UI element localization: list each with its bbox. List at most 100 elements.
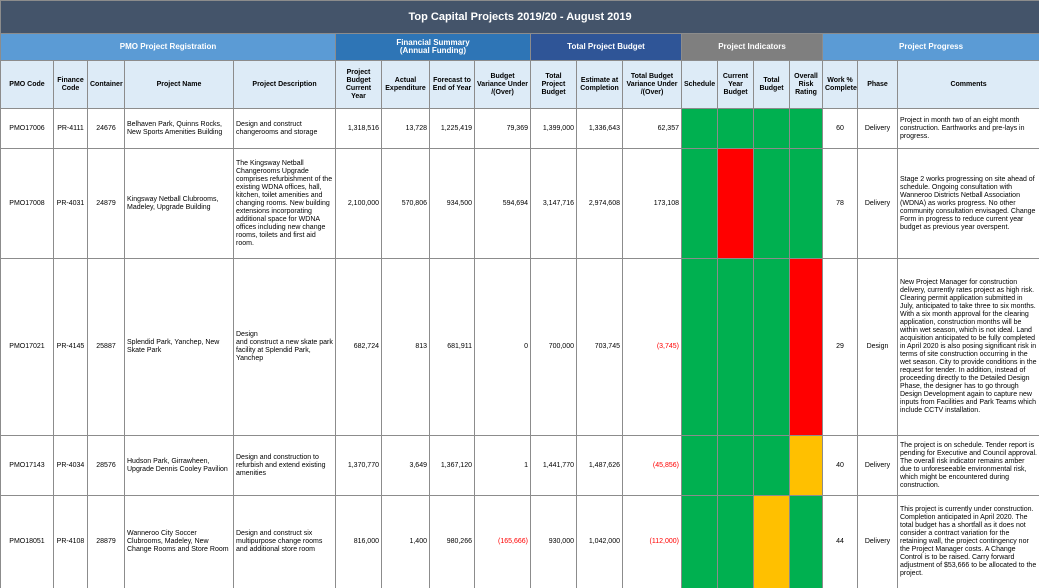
table-cell: 13,728 — [381, 108, 430, 149]
table-cell: Kingsway Netball Clubrooms, Madeley, Upg… — [124, 148, 234, 259]
table-cell: 1,318,516 — [335, 108, 382, 149]
indicator-cell — [681, 108, 718, 149]
column-header: Phase — [857, 60, 898, 109]
table-cell: Design and construct a new skate park fa… — [233, 258, 336, 436]
group-header: Financial Summary (Annual Funding) — [335, 33, 531, 61]
table-cell: 1,370,770 — [335, 435, 382, 496]
column-header: Total Budget — [753, 60, 790, 109]
column-header: Total Project Budget — [530, 60, 577, 109]
table-cell: PR-4111 — [53, 108, 88, 149]
indicator-cell — [753, 258, 790, 436]
column-header: Work % Complete — [822, 60, 858, 109]
table-cell: 1,336,643 — [576, 108, 623, 149]
table-cell: 3,147,716 — [530, 148, 577, 259]
table-cell: 594,694 — [474, 148, 531, 259]
column-header: Schedule — [681, 60, 718, 109]
indicator-cell — [789, 148, 823, 259]
column-header: Project Description — [233, 60, 336, 109]
indicator-cell — [681, 495, 718, 588]
table-row: PMO17008 PR-4031 24879 Kingsway Netball Clu… — [0, 148, 1039, 259]
table-cell: 173,108 — [622, 148, 682, 259]
column-header: Current Year Budget — [717, 60, 754, 109]
table-cell: 1,042,000 — [576, 495, 623, 588]
table-cell: The Kingsway Netball Changerooms Upgrade… — [233, 148, 336, 259]
table-cell: 79,369 — [474, 108, 531, 149]
table-cell: 930,000 — [530, 495, 577, 588]
table-cell: Design and construct changerooms and sto… — [233, 108, 336, 149]
table-cell: 28879 — [87, 495, 125, 588]
table-cell: The project is on schedule. Tender repor… — [896, 435, 1039, 496]
table-cell: 816,000 — [335, 495, 382, 588]
table-cell: 2,974,608 — [576, 148, 623, 259]
indicator-cell — [753, 148, 790, 259]
column-header: Overall Risk Rating — [789, 60, 823, 109]
table-cell: 700,000 — [530, 258, 577, 436]
indicator-cell — [753, 435, 790, 496]
table-cell: 3,649 — [381, 435, 430, 496]
table-title: Top Capital Projects 2019/20 - August 20… — [0, 0, 1039, 34]
table-cell: PMO17006 — [0, 108, 54, 149]
column-header: Container — [87, 60, 125, 109]
table-cell: 24676 — [87, 108, 125, 149]
table-cell: 1 — [474, 435, 531, 496]
table-cell: Wanneroo City Soccer Clubrooms, Madeley,… — [124, 495, 234, 588]
table-cell: 25887 — [87, 258, 125, 436]
table-cell: Design — [857, 258, 898, 436]
table-cell: (165,666) — [474, 495, 531, 588]
table-cell: PR-4034 — [53, 435, 88, 496]
group-header: PMO Project Registration — [0, 33, 336, 61]
table-cell: PMO17008 — [0, 148, 54, 259]
column-header: Forecast to End of Year — [429, 60, 475, 109]
table-cell: Delivery — [857, 148, 898, 259]
table-cell: (45,856) — [622, 435, 682, 496]
table-row: PMO18051 PR-4108 28879 Wanneroo City Soccer… — [0, 495, 1039, 588]
indicator-cell — [717, 148, 754, 259]
table-cell: Delivery — [857, 495, 898, 588]
indicator-cell — [717, 108, 754, 149]
table-cell: 44 — [822, 495, 858, 588]
table-cell: Design and construct six multipurpose ch… — [233, 495, 336, 588]
table-cell: PMO17021 — [0, 258, 54, 436]
indicator-cell — [789, 258, 823, 436]
table-cell: 1,225,419 — [429, 108, 475, 149]
table-cell: Belhaven Park, Quinns Rocks, New Sports … — [124, 108, 234, 149]
column-header: Project Budget Current Year — [335, 60, 382, 109]
table-cell: (3,745) — [622, 258, 682, 436]
table-cell: 40 — [822, 435, 858, 496]
indicator-cell — [681, 148, 718, 259]
table-cell: This project is currently under construc… — [896, 495, 1039, 588]
indicator-cell — [789, 495, 823, 588]
table-cell: 682,724 — [335, 258, 382, 436]
table-row: PMO17143 PR-4034 28576 Hudson Park, Girrawh… — [0, 435, 1039, 496]
table-cell: New Project Manager for construction del… — [896, 258, 1039, 436]
table-cell: PR-4145 — [53, 258, 88, 436]
indicator-cell — [753, 108, 790, 149]
table-cell: 60 — [822, 108, 858, 149]
table-cell: 78 — [822, 148, 858, 259]
column-header: Finance Code — [53, 60, 88, 109]
column-header: Comments — [896, 60, 1039, 109]
table-cell: 681,911 — [429, 258, 475, 436]
indicator-cell — [681, 435, 718, 496]
table-cell: PR-4108 — [53, 495, 88, 588]
table-cell: PMO18051 — [0, 495, 54, 588]
table-cell: 1,400 — [381, 495, 430, 588]
table-row: PMO17021 PR-4145 25887 Splendid Park, Yanch… — [0, 258, 1039, 436]
table-cell: 570,806 — [381, 148, 430, 259]
table-cell: 2,100,000 — [335, 148, 382, 259]
table-cell: 29 — [822, 258, 858, 436]
table-cell: 62,357 — [622, 108, 682, 149]
indicator-cell — [717, 258, 754, 436]
table-cell: Splendid Park, Yanchep, New Skate Park — [124, 258, 234, 436]
table-cell: Hudson Park, Girrawheen, Upgrade Dennis … — [124, 435, 234, 496]
column-header: Project Name — [124, 60, 234, 109]
group-header: Project Progress — [821, 33, 1039, 61]
indicator-cell — [717, 495, 754, 588]
table-cell: 703,745 — [576, 258, 623, 436]
table-cell: 934,500 — [429, 148, 475, 259]
table-cell: 24879 — [87, 148, 125, 259]
group-header: Total Project Budget — [530, 33, 682, 61]
table-cell: 1,399,000 — [530, 108, 577, 149]
